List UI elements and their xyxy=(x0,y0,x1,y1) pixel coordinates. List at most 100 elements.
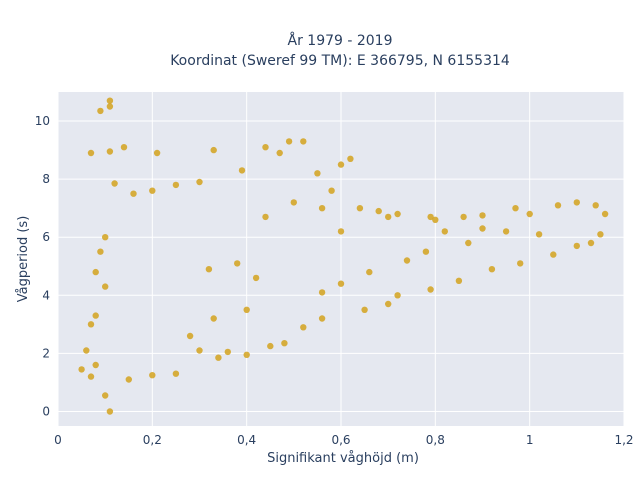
x-tick-label: 1,2 xyxy=(614,433,633,447)
y-tick-label: 2 xyxy=(42,346,50,360)
scatter-point xyxy=(526,210,533,218)
scatter-point xyxy=(328,187,335,194)
scatter-point xyxy=(592,202,599,209)
scatter-point xyxy=(318,315,326,322)
scatter-point xyxy=(97,107,104,115)
scatter-point xyxy=(172,370,180,377)
scatter-point xyxy=(517,260,524,267)
scatter-point xyxy=(587,239,595,247)
scatter-point xyxy=(427,213,434,221)
scatter-point xyxy=(106,103,114,110)
scatter-point xyxy=(149,187,156,194)
scatter-point xyxy=(87,373,95,380)
y-tick-label: 10 xyxy=(35,114,50,128)
scatter-point xyxy=(267,342,274,350)
x-tick-label: 0,8 xyxy=(426,433,445,447)
scatter-point xyxy=(276,149,283,157)
scatter-point xyxy=(427,286,434,293)
scatter-point xyxy=(234,260,241,267)
scatter-point xyxy=(238,167,246,174)
scatter-point xyxy=(403,257,411,264)
scatter-point xyxy=(573,242,580,250)
scatter-point xyxy=(361,306,368,313)
scatter-point xyxy=(535,231,543,238)
y-tick-label: 8 xyxy=(42,172,50,186)
scatter-point xyxy=(102,234,109,241)
scatter-point xyxy=(337,280,345,287)
scatter-point xyxy=(92,312,99,319)
scatter-point xyxy=(385,300,392,308)
scatter-point xyxy=(106,408,114,415)
scatter-point xyxy=(573,199,580,206)
scatter-point xyxy=(394,210,401,218)
y-tick-label: 4 xyxy=(42,288,50,302)
scatter-point xyxy=(314,170,321,177)
scatter-point xyxy=(300,324,307,331)
x-tick-label: 0,2 xyxy=(143,433,162,447)
scatter-point xyxy=(337,161,345,168)
scatter-point xyxy=(196,178,203,186)
scatter-point xyxy=(97,248,104,255)
scatter-point xyxy=(385,213,392,221)
scatter-point xyxy=(210,315,217,322)
scatter-point xyxy=(92,361,99,369)
scatter-point xyxy=(347,155,354,162)
scatter-point xyxy=(125,376,132,383)
scatter-point xyxy=(252,274,260,282)
scatter-point xyxy=(281,340,288,347)
scatter-point xyxy=(262,213,269,221)
scatter-point xyxy=(243,306,250,313)
scatter-point xyxy=(120,144,128,151)
scatter-point xyxy=(502,228,510,235)
scatter-point xyxy=(83,347,90,354)
scatter-point xyxy=(78,366,85,373)
y-tick-label: 6 xyxy=(42,230,50,244)
scatter-point xyxy=(285,138,293,145)
scatter-point xyxy=(87,149,95,157)
scatter-point xyxy=(318,205,326,212)
scatter-point xyxy=(87,321,95,328)
scatter-point xyxy=(601,210,609,218)
scatter-point xyxy=(550,251,557,258)
scatter-point xyxy=(337,228,345,235)
x-tick-label: 1 xyxy=(526,433,534,447)
x-axis-title: Signifikant våghöjd (m) xyxy=(267,451,419,466)
y-tick-label: 0 xyxy=(42,404,50,418)
scatter-point xyxy=(432,216,439,223)
scatter-point xyxy=(106,148,114,155)
scatter-point xyxy=(479,212,486,219)
scatter-point xyxy=(512,205,519,212)
tick-labels: 0 0,2 0,4 0,6 0,8 1 1,2 0 2 4 6 8 10 xyxy=(35,114,634,447)
scatter-point xyxy=(356,205,364,212)
scatter-point xyxy=(196,347,203,354)
scatter-point xyxy=(422,248,430,255)
scatter-point xyxy=(153,149,161,157)
data-points xyxy=(78,97,609,415)
scatter-point xyxy=(262,144,269,151)
scatter-point xyxy=(455,277,463,284)
scatter-point xyxy=(318,289,326,296)
scatter-point xyxy=(441,228,448,235)
scatter-point xyxy=(172,181,180,189)
scatter-point xyxy=(488,266,496,273)
scatter-point xyxy=(92,268,99,276)
scatter-point xyxy=(597,231,604,238)
x-tick-label: 0 xyxy=(54,433,62,447)
gridlines xyxy=(57,92,625,426)
scatter-point xyxy=(394,292,401,299)
scatter-point xyxy=(205,266,213,273)
scatter-point xyxy=(102,392,109,399)
x-tick-label: 0,4 xyxy=(237,433,256,447)
scatter-point xyxy=(224,348,231,356)
scatter-point xyxy=(366,268,373,276)
y-axis-title: Vågperiod (s) xyxy=(16,216,31,303)
scatter-point xyxy=(130,190,137,197)
scatter-point xyxy=(375,207,382,215)
scatter-point xyxy=(300,138,307,145)
scatter-point xyxy=(102,283,109,290)
scatter-point xyxy=(243,351,250,358)
scatter-point xyxy=(554,202,562,209)
scatter-point xyxy=(465,239,472,247)
